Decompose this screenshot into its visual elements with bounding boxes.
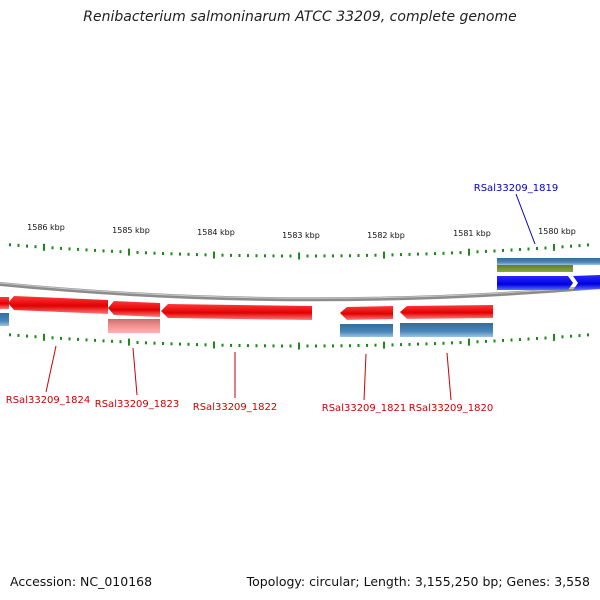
- scale-labels: 1586 kbp 1585 kbp 1584 kbp 1583 kbp 1582…: [27, 223, 576, 240]
- tick-label-1585: 1585 kbp: [112, 226, 150, 235]
- gene-label-1821[interactable]: RSal33209_1821: [322, 403, 406, 414]
- gene-label-1819[interactable]: RSal33209_1819: [474, 183, 558, 194]
- reverse-strand-cds: [0, 296, 493, 320]
- gene-labels: RSal33209_1819 RSal33209_1824 RSal33209_…: [6, 183, 558, 414]
- accession-label: Accession: NC_010168: [10, 574, 153, 589]
- gene-track-1820[interactable]: [400, 323, 493, 337]
- leader-1820: [446, 352, 452, 401]
- cds-arrow-1824[interactable]: [8, 296, 108, 314]
- leader-1823: [132, 347, 138, 396]
- cds-arrow-1819[interactable]: [497, 276, 573, 290]
- cds-arrow-1822[interactable]: [161, 304, 312, 320]
- leader-1821: [363, 353, 367, 401]
- cds-arrow-1820[interactable]: [400, 305, 493, 319]
- gene-track-1821[interactable]: [340, 324, 393, 337]
- gene-label-1824[interactable]: RSal33209_1824: [6, 395, 90, 406]
- gene-track-1823[interactable]: [108, 319, 160, 333]
- genome-summary: Topology: circular; Length: 3,155,250 bp…: [246, 574, 590, 589]
- leader-1819: [515, 193, 536, 245]
- cds-arrow-edge[interactable]: [0, 297, 9, 309]
- cds-arrow-next[interactable]: [573, 275, 600, 290]
- cds-arrow-1823[interactable]: [108, 301, 160, 317]
- cds-arrow-1821[interactable]: [340, 306, 393, 320]
- gene-label-1822[interactable]: RSal33209_1822: [193, 402, 277, 413]
- tick-label-1586: 1586 kbp: [27, 223, 65, 232]
- gene-track-forward[interactable]: [497, 258, 600, 265]
- inner-tick-ring: [9, 333, 589, 350]
- label-leader-lines: [45, 193, 536, 401]
- leader-1824: [45, 345, 57, 393]
- annotation-track-forward[interactable]: [497, 265, 573, 272]
- map-title: Renibacterium salmoninarum ATCC 33209, c…: [83, 9, 517, 25]
- genome-backbone-highlight: [0, 282, 600, 299]
- gene-label-1820[interactable]: RSal33209_1820: [409, 403, 493, 414]
- tick-label-1582: 1582 kbp: [367, 231, 405, 240]
- tick-label-1583: 1583 kbp: [282, 231, 320, 240]
- forward-strand-features: [497, 258, 600, 290]
- genome-backbone: [0, 282, 600, 302]
- gene-track-left-edge[interactable]: [0, 313, 9, 326]
- tick-label-1581: 1581 kbp: [453, 229, 491, 238]
- tick-label-1584: 1584 kbp: [197, 228, 235, 237]
- outer-tick-ring: [9, 243, 589, 260]
- reverse-strand-tracks: [0, 313, 493, 337]
- tick-label-1580: 1580 kbp: [538, 227, 576, 236]
- gene-label-1823[interactable]: RSal33209_1823: [95, 399, 179, 410]
